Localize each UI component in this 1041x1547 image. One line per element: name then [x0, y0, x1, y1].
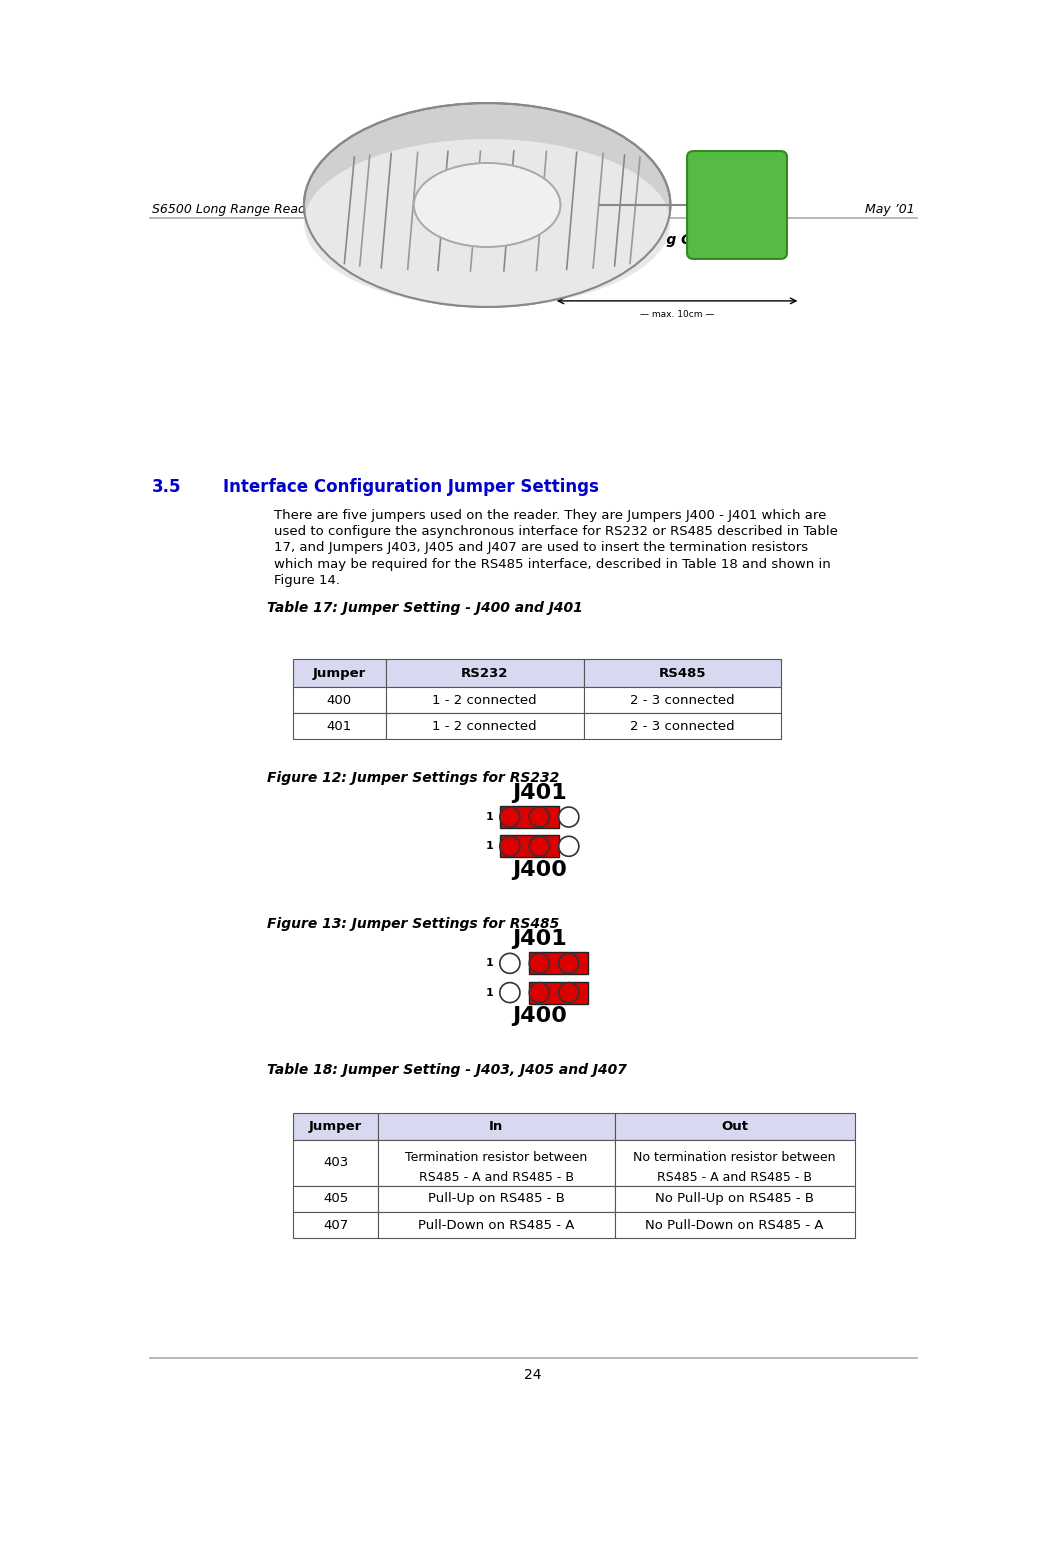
Text: 1: 1: [486, 812, 493, 821]
Circle shape: [500, 808, 519, 828]
Bar: [584, 713, 781, 739]
Text: 401: 401: [327, 719, 352, 733]
Text: No termination resistor between: No termination resistor between: [633, 1151, 836, 1165]
Circle shape: [559, 837, 579, 857]
Text: Figure 13: Jumper Settings for RS485: Figure 13: Jumper Settings for RS485: [266, 917, 559, 931]
Text: In: In: [489, 1120, 504, 1132]
Circle shape: [559, 808, 579, 828]
Text: 2 - 3 connected: 2 - 3 connected: [630, 693, 735, 707]
Text: J401: J401: [512, 783, 566, 803]
Text: RS485 - A and RS485 - B: RS485 - A and RS485 - B: [657, 1171, 812, 1183]
Text: 1: 1: [486, 842, 493, 851]
Text: Interface Configuration Jumper Settings: Interface Configuration Jumper Settings: [223, 478, 599, 497]
Bar: [529, 982, 588, 1004]
Circle shape: [500, 837, 519, 857]
Text: 17, and Jumpers J403, J405 and J407 are used to insert the termination resistors: 17, and Jumpers J403, J405 and J407 are …: [274, 541, 809, 554]
Circle shape: [529, 982, 550, 1002]
Text: Jumper: Jumper: [312, 667, 366, 679]
FancyBboxPatch shape: [687, 152, 787, 258]
Ellipse shape: [304, 139, 670, 306]
Text: RS485 - A and RS485 - B: RS485 - A and RS485 - B: [418, 1171, 574, 1183]
Bar: [614, 1211, 855, 1238]
Bar: [614, 1114, 855, 1140]
Circle shape: [500, 982, 519, 1002]
Ellipse shape: [304, 104, 670, 306]
Text: May ’01: May ’01: [865, 203, 915, 215]
Text: 407: 407: [323, 1219, 348, 1231]
Text: 2 - 3 connected: 2 - 3 connected: [630, 719, 735, 733]
Text: J400: J400: [512, 860, 566, 880]
Text: Pull-Down on RS485 - A: Pull-Down on RS485 - A: [418, 1219, 575, 1231]
Text: S6500 Long Range Reader Module - Reference Guide: S6500 Long Range Reader Module - Referen…: [152, 203, 485, 215]
Bar: [614, 1187, 855, 1211]
Circle shape: [529, 808, 550, 828]
Text: No Pull-Up on RS485 - B: No Pull-Up on RS485 - B: [655, 1193, 814, 1205]
Circle shape: [529, 837, 550, 857]
Bar: [293, 687, 386, 713]
Bar: [293, 1211, 378, 1238]
Text: — max. 10cm —: — max. 10cm —: [640, 309, 714, 319]
Bar: [293, 713, 386, 739]
Text: Figure 11: RS232 Interface Line on a Ring Core: Figure 11: RS232 Interface Line on a Rin…: [350, 234, 716, 248]
Text: 1 - 2 connected: 1 - 2 connected: [432, 719, 537, 733]
Bar: [378, 1114, 614, 1140]
Bar: [293, 1114, 378, 1140]
Bar: [293, 659, 386, 687]
Bar: [378, 1211, 614, 1238]
Text: Pull-Up on RS485 - B: Pull-Up on RS485 - B: [428, 1193, 565, 1205]
Text: Jumper: Jumper: [309, 1120, 362, 1132]
Text: RS232: RS232: [461, 667, 508, 679]
Text: 1 - 2 connected: 1 - 2 connected: [432, 693, 537, 707]
Text: Table 17: Jumper Setting - J400 and J401: Table 17: Jumper Setting - J400 and J401: [266, 602, 582, 616]
Text: No Pull-Down on RS485 - A: No Pull-Down on RS485 - A: [645, 1219, 823, 1231]
Circle shape: [559, 953, 579, 973]
Text: Out: Out: [721, 1120, 748, 1132]
Circle shape: [529, 953, 550, 973]
Text: There are five jumpers used on the reader. They are Jumpers J400 - J401 which ar: There are five jumpers used on the reade…: [274, 509, 827, 521]
Text: RS485: RS485: [659, 667, 706, 679]
Bar: [378, 1140, 614, 1187]
Text: J401: J401: [512, 930, 566, 950]
Text: 3.5: 3.5: [152, 478, 181, 497]
Bar: [378, 1187, 614, 1211]
Bar: [386, 713, 584, 739]
Bar: [500, 835, 559, 857]
Text: which may be required for the RS485 interface, described in Table 18 and shown i: which may be required for the RS485 inte…: [274, 557, 831, 571]
Bar: [293, 1140, 378, 1187]
Text: used to configure the asynchronous interface for RS232 or RS485 described in Tab: used to configure the asynchronous inter…: [274, 526, 838, 538]
Bar: [500, 806, 559, 828]
Text: 403: 403: [323, 1156, 348, 1170]
Bar: [614, 1140, 855, 1187]
Bar: [293, 1187, 378, 1211]
Bar: [386, 659, 584, 687]
Text: Figure 12: Jumper Settings for RS232: Figure 12: Jumper Settings for RS232: [266, 770, 559, 784]
Circle shape: [559, 982, 579, 1002]
Bar: [386, 687, 584, 713]
Text: 400: 400: [327, 693, 352, 707]
Ellipse shape: [414, 162, 560, 248]
Bar: [584, 687, 781, 713]
Text: Figure 14.: Figure 14.: [274, 574, 340, 586]
Text: 24: 24: [525, 1368, 542, 1381]
Text: 1: 1: [486, 987, 493, 998]
Circle shape: [500, 953, 519, 973]
Text: J400: J400: [512, 1007, 566, 1027]
Text: Table 18: Jumper Setting - J403, J405 and J407: Table 18: Jumper Setting - J403, J405 an…: [266, 1063, 627, 1077]
Bar: [584, 659, 781, 687]
Text: 1: 1: [486, 958, 493, 968]
Text: 405: 405: [323, 1193, 348, 1205]
Bar: [529, 953, 588, 975]
Text: Termination resistor between: Termination resistor between: [405, 1151, 587, 1165]
